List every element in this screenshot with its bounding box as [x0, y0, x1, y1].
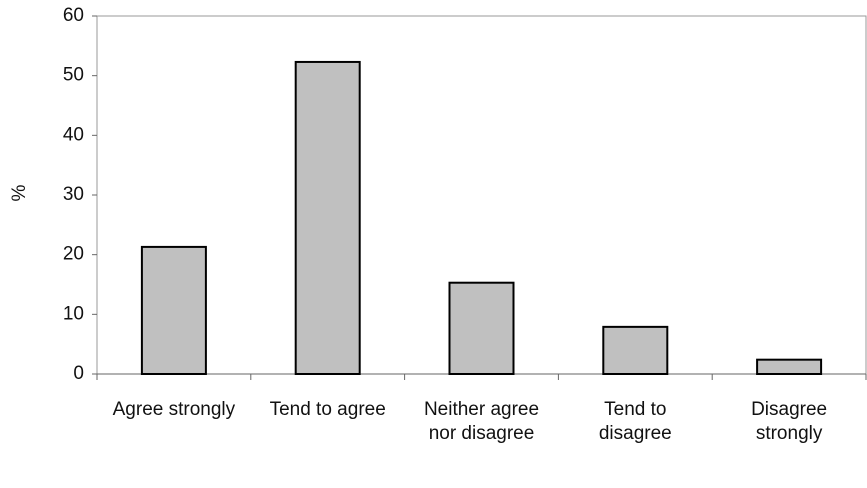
y-tick-label: 10 — [63, 303, 84, 324]
y-tick-label: 30 — [63, 184, 84, 205]
y-tick-label: 0 — [73, 363, 84, 384]
x-tick-label: Tend to agree — [269, 399, 386, 420]
bar — [602, 325, 669, 376]
x-tick-label: Agree strongly — [112, 399, 236, 420]
x-tick-label: Tend to disagree — [598, 399, 672, 444]
y-tick-label: 50 — [63, 65, 84, 86]
x-tick-label: Disagree strongly — [751, 399, 828, 444]
bar — [294, 60, 361, 376]
y-tick-label: 20 — [63, 244, 84, 265]
bar — [140, 245, 207, 375]
bar — [756, 358, 823, 375]
y-axis-label: % — [9, 184, 30, 201]
x-tick-label: Neither agree nor disagree — [423, 399, 540, 444]
y-tick-label: 60 — [63, 5, 84, 26]
y-tick-label: 40 — [63, 124, 84, 145]
bar — [448, 281, 515, 375]
